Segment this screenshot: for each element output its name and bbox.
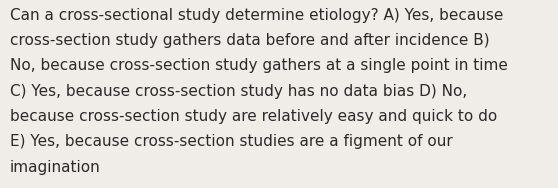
Text: because cross-section study are relatively easy and quick to do: because cross-section study are relative… [10, 109, 497, 124]
Text: cross-section study gathers data before and after incidence B): cross-section study gathers data before … [10, 33, 490, 48]
Text: C) Yes, because cross-section study has no data bias D) No,: C) Yes, because cross-section study has … [10, 84, 467, 99]
Text: Can a cross-sectional study determine etiology? A) Yes, because: Can a cross-sectional study determine et… [10, 8, 503, 23]
Text: No, because cross-section study gathers at a single point in time: No, because cross-section study gathers … [10, 58, 508, 73]
Text: E) Yes, because cross-section studies are a figment of our: E) Yes, because cross-section studies ar… [10, 134, 453, 149]
Text: imagination: imagination [10, 160, 101, 175]
